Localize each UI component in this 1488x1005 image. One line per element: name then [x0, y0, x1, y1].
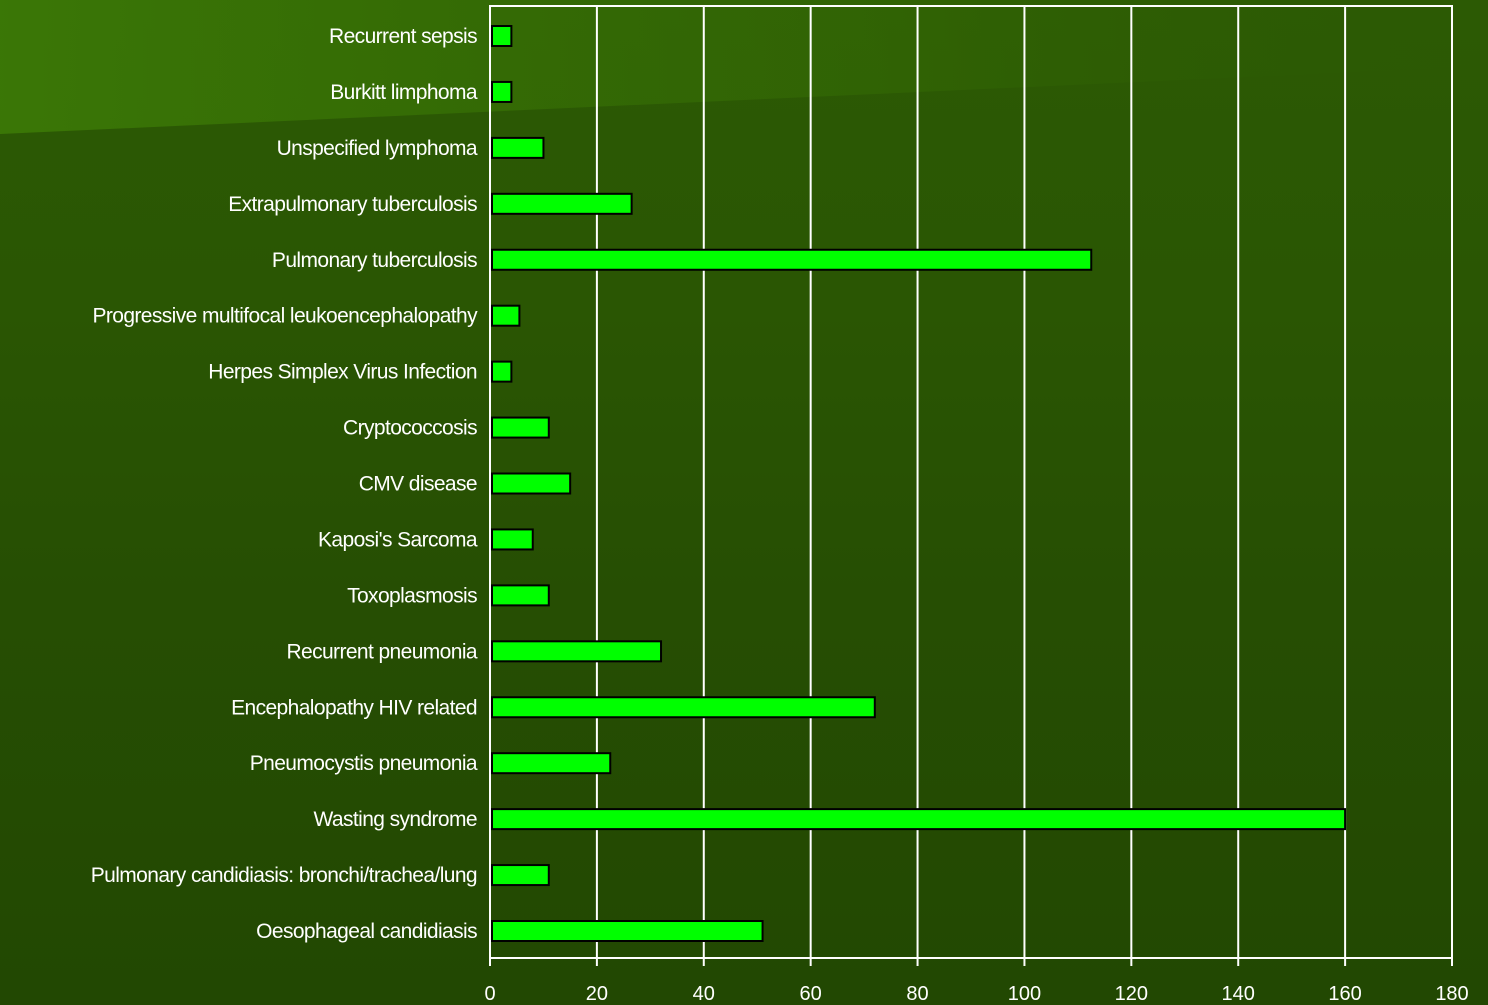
bar — [491, 640, 663, 663]
category-label: Unspecified lymphoma — [277, 137, 478, 160]
category-label: Wasting syndrome — [313, 808, 477, 831]
category-label: Kaposi's Sarcoma — [318, 528, 478, 551]
decorative-highlight — [0, 0, 1488, 134]
x-tick-label: 140 — [1222, 983, 1255, 1005]
bar — [491, 360, 513, 383]
bar — [491, 752, 612, 775]
bar — [491, 136, 545, 159]
bars — [491, 25, 1347, 942]
category-label: Burkitt limphoma — [330, 81, 478, 104]
bar — [491, 696, 876, 719]
x-tick-label: 100 — [1008, 983, 1041, 1005]
category-label: Pulmonary candidiasis: bronchi/trachea/l… — [91, 864, 477, 887]
x-tick-label: 60 — [800, 983, 822, 1005]
category-label: Recurrent sepsis — [329, 25, 477, 48]
bar — [491, 584, 550, 607]
bar — [491, 808, 1347, 831]
bar — [491, 864, 550, 887]
bar — [491, 80, 513, 103]
bar — [491, 416, 550, 439]
bar — [491, 472, 572, 495]
category-label: Encephalopathy HIV related — [231, 696, 477, 719]
x-tick-label: 80 — [906, 983, 928, 1005]
category-label: CMV disease — [359, 473, 477, 496]
x-tick-label: 160 — [1328, 983, 1361, 1005]
category-label: Recurrent pneumonia — [286, 640, 477, 663]
x-tick-label: 0 — [484, 983, 495, 1005]
x-tick-label: 180 — [1435, 983, 1468, 1005]
category-label: Toxoplasmosis — [347, 584, 477, 607]
category-label: Extrapulmonary tuberculosis — [228, 193, 477, 216]
x-axis: 0 20 40 60 80 100 120 140 160 180 — [484, 958, 1469, 1005]
bar — [491, 248, 1093, 271]
bar — [491, 192, 633, 215]
grid-lines — [489, 5, 1453, 959]
x-tick-label: 120 — [1115, 983, 1148, 1005]
bar — [491, 920, 764, 942]
category-label: Progressive multifocal leukoencephalopat… — [92, 305, 478, 328]
plot-border — [489, 5, 1453, 959]
bar — [491, 304, 521, 327]
category-label: Oesophageal candidiasis — [256, 920, 477, 943]
x-tick-label: 20 — [586, 983, 608, 1005]
category-label: Pulmonary tuberculosis — [272, 249, 477, 272]
x-tick-label: 40 — [693, 983, 715, 1005]
bar — [491, 25, 513, 47]
category-label: Cryptococcosis — [343, 417, 477, 440]
category-label: Herpes Simplex Virus Infection — [208, 361, 477, 384]
category-labels: Recurrent sepsis Burkitt limphoma Unspecif… — [91, 25, 479, 943]
bar — [491, 528, 534, 551]
category-label: Pneumocystis pneumonia — [250, 752, 478, 775]
